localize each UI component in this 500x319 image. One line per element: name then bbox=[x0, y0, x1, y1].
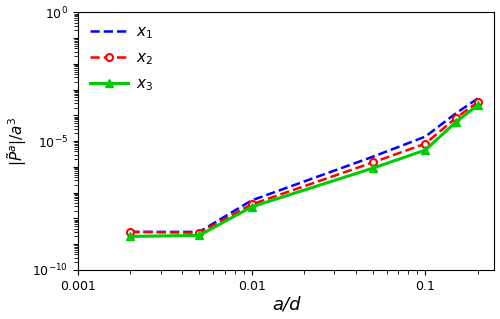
Line: $x_2$: $x_2$ bbox=[126, 99, 481, 236]
$x_3$ bbox=[196, 234, 202, 237]
$x_1$ bbox=[453, 111, 459, 115]
Y-axis label: $|\tilde{P}^{a}|/a^3$: $|\tilde{P}^{a}|/a^3$ bbox=[6, 116, 30, 166]
$x_1$ bbox=[196, 230, 202, 234]
$x_3$ bbox=[248, 205, 254, 209]
$x_2$ bbox=[370, 160, 376, 164]
$x_3$ bbox=[370, 166, 376, 170]
$x_1$ bbox=[127, 230, 133, 234]
$x_1$ bbox=[370, 155, 376, 159]
Line: $x_1$: $x_1$ bbox=[130, 99, 478, 232]
$x_1$ bbox=[474, 97, 480, 100]
$x_2$ bbox=[196, 231, 202, 234]
$x_1$ bbox=[248, 198, 254, 202]
$x_2$ bbox=[453, 116, 459, 120]
$x_2$ bbox=[474, 100, 480, 104]
Line: $x_3$: $x_3$ bbox=[126, 101, 482, 241]
$x_3$ bbox=[127, 234, 133, 238]
$x_1$ bbox=[422, 135, 428, 138]
X-axis label: a/d: a/d bbox=[272, 295, 300, 314]
Legend: $x_1$, $x_2$, $x_3$: $x_1$, $x_2$, $x_3$ bbox=[86, 20, 158, 98]
$x_3$ bbox=[474, 103, 480, 107]
$x_2$ bbox=[422, 142, 428, 145]
$x_3$ bbox=[453, 120, 459, 124]
$x_2$ bbox=[127, 230, 133, 234]
$x_2$ bbox=[248, 203, 254, 206]
$x_3$ bbox=[422, 148, 428, 152]
